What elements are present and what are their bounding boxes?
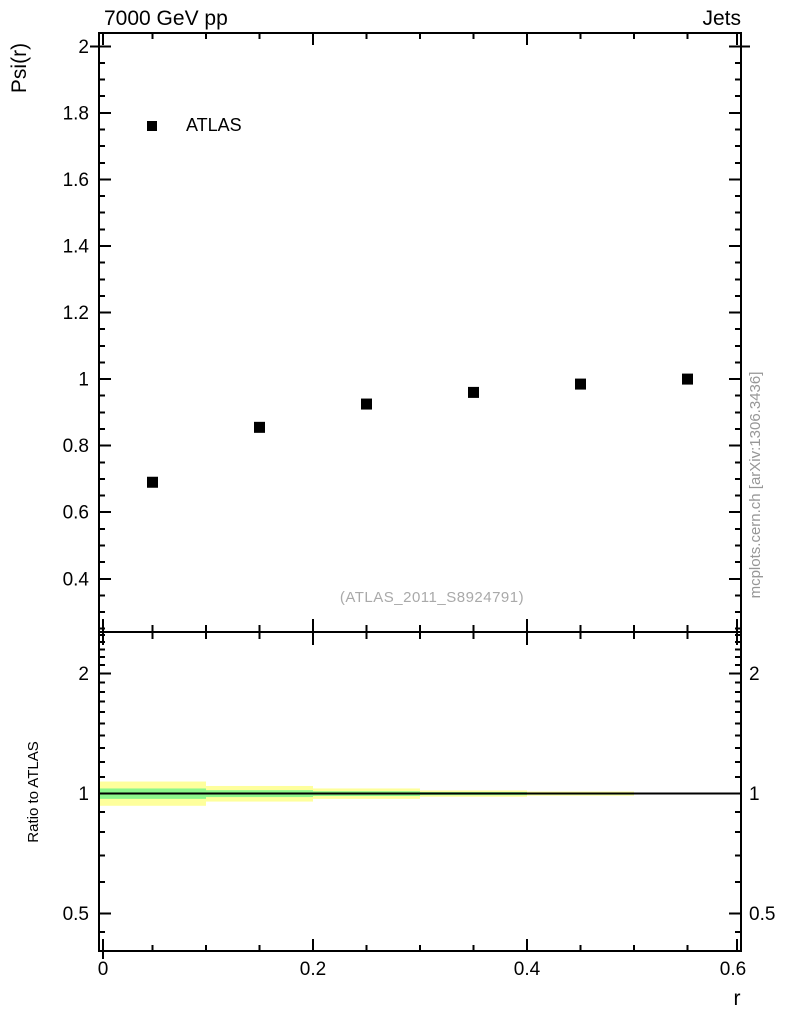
- legend: ATLAS: [147, 115, 242, 136]
- y-tick-label: 1.2: [63, 303, 89, 324]
- mcplots-credit-note: mcplots.cern.ch [arXiv:1306.3436]: [747, 371, 764, 599]
- main-y-axis-title: Psi(r): [8, 42, 31, 94]
- legend-marker-filled-square-icon: [147, 120, 157, 131]
- x-tick-label: 0.2: [300, 959, 326, 980]
- x-axis-title: r: [733, 987, 741, 1010]
- data-point-marker: [575, 378, 586, 390]
- y-tick-label: 0.4: [63, 569, 90, 590]
- data-point-marker: [147, 476, 158, 488]
- y-tick-label: 0.6: [63, 503, 89, 524]
- y-tick-label: 1: [78, 370, 89, 391]
- y-tick-label: 1.6: [63, 170, 89, 191]
- y-tick-label: 2: [78, 37, 89, 58]
- x-tick-label: 0.4: [514, 959, 541, 980]
- plot-title-beam: 7000 GeV pp: [104, 7, 228, 30]
- ratio-y-axis-title: Ratio to ATLAS: [25, 741, 42, 843]
- y-tick-label: 0.8: [63, 436, 89, 457]
- ratio-y-tick-label: 2: [78, 664, 89, 685]
- data-point-marker: [254, 421, 265, 433]
- data-point-marker: [682, 373, 693, 385]
- legend-label: ATLAS: [186, 115, 242, 135]
- x-tick-label: 0: [98, 959, 109, 980]
- ratio-y-tick-label: 1: [749, 784, 760, 805]
- ratio-y-tick-label: 0.5: [63, 904, 89, 925]
- ratio-y-tick-label: 2: [749, 664, 760, 685]
- data-point-marker: [468, 386, 479, 398]
- data-point-marker: [361, 398, 372, 410]
- y-tick-label: 1.4: [63, 236, 90, 257]
- analysis-watermark: (ATLAS_2011_S8924791): [339, 589, 525, 606]
- plot-title-process: Jets: [702, 7, 741, 30]
- x-tick-label: 0.6: [720, 959, 746, 980]
- y-tick-label: 1.8: [63, 103, 89, 124]
- ratio-y-tick-label: 1: [78, 784, 89, 805]
- ratio-y-tick-label: 0.5: [749, 904, 775, 925]
